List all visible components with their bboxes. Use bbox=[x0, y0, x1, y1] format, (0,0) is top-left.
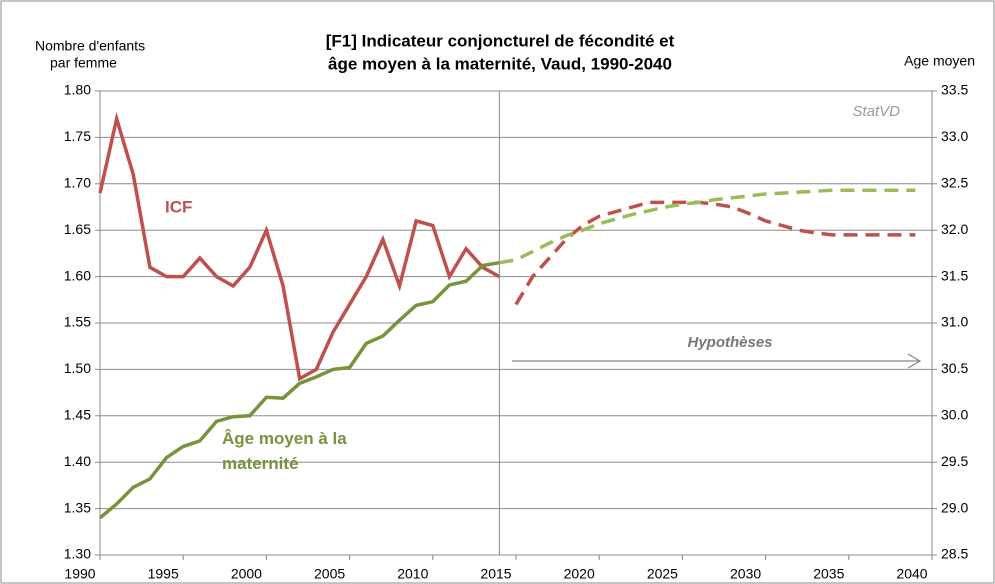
x-tick-label: 2025 bbox=[647, 566, 678, 582]
x-tick-label: 1990 bbox=[64, 566, 95, 582]
y2-tick-label: 33.5 bbox=[941, 82, 968, 98]
chart-title: âge moyen à la maternité, Vaud, 1990-204… bbox=[328, 54, 672, 73]
y-tick-label: 1.30 bbox=[64, 546, 91, 562]
data-line bbox=[98, 260, 500, 520]
chart-title: [F1] Indicateur conjoncturel de fécondit… bbox=[326, 31, 675, 50]
projection-line bbox=[499, 188, 916, 265]
y2-tick-label: 29.5 bbox=[941, 453, 968, 469]
y2-tick-label: 33.0 bbox=[941, 128, 968, 144]
y-tick-label: 1.65 bbox=[64, 221, 91, 237]
y-tick-label: 1.55 bbox=[64, 314, 91, 330]
x-tick-label: 2005 bbox=[314, 566, 345, 582]
y2-tick-label: 30.5 bbox=[941, 360, 968, 376]
y2-tick-label: 28.5 bbox=[941, 546, 968, 562]
x-tick-label: 2040 bbox=[896, 566, 927, 582]
y-tick-label: 1.35 bbox=[64, 499, 91, 515]
y-tick-label: 1.80 bbox=[64, 82, 91, 98]
series-label: Âge moyen à la maternité bbox=[222, 429, 347, 473]
y2-tick-label: 29.0 bbox=[941, 499, 968, 515]
x-tick-label: 2020 bbox=[564, 566, 595, 582]
x-tick-label: 2015 bbox=[480, 566, 511, 582]
y2-tick-label: 30.0 bbox=[941, 407, 968, 423]
hypotheses-label: Hypothèses bbox=[687, 334, 772, 351]
y-tick-label: 1.40 bbox=[64, 453, 91, 469]
series-label: ICF bbox=[165, 197, 192, 216]
projection-line bbox=[514, 200, 916, 306]
y-axis-label: par femme bbox=[50, 55, 117, 71]
x-tick-label: 2030 bbox=[730, 566, 761, 582]
y2-axis-label: Age moyen bbox=[904, 53, 975, 69]
x-tick-label: 2010 bbox=[397, 566, 428, 582]
y-tick-label: 1.75 bbox=[64, 128, 91, 144]
y-tick-label: 1.45 bbox=[64, 407, 91, 423]
x-tick-label: 1995 bbox=[148, 566, 179, 582]
hypotheses-arrowhead bbox=[907, 353, 922, 369]
y2-tick-label: 31.5 bbox=[941, 267, 968, 283]
y2-tick-label: 32.0 bbox=[941, 221, 968, 237]
y-tick-label: 1.60 bbox=[64, 267, 91, 283]
y2-tick-label: 32.5 bbox=[941, 175, 968, 191]
y-axis-label: Nombre d'enfants bbox=[35, 38, 145, 54]
y2-tick-label: 31.0 bbox=[941, 314, 968, 330]
data-line bbox=[98, 111, 501, 382]
x-tick-label: 2035 bbox=[813, 566, 844, 582]
y-tick-label: 1.50 bbox=[64, 360, 91, 376]
x-tick-label: 2000 bbox=[231, 566, 262, 582]
source-note: StatVD bbox=[852, 103, 900, 120]
y-tick-label: 1.70 bbox=[64, 175, 91, 191]
